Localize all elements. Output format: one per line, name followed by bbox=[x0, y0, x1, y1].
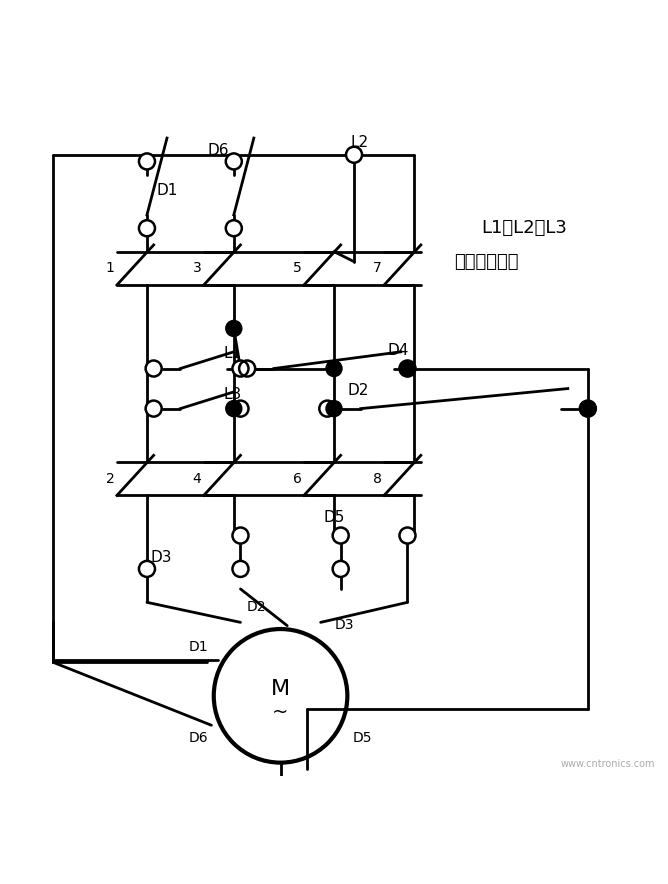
Circle shape bbox=[226, 400, 242, 416]
Circle shape bbox=[232, 361, 248, 377]
Circle shape bbox=[580, 400, 596, 416]
Text: D1: D1 bbox=[188, 640, 208, 654]
Text: 为电源进线端: 为电源进线端 bbox=[454, 253, 519, 271]
Circle shape bbox=[226, 154, 242, 170]
Text: 8: 8 bbox=[373, 472, 382, 485]
Text: D3: D3 bbox=[150, 550, 172, 565]
Circle shape bbox=[232, 400, 248, 416]
Text: 2: 2 bbox=[106, 472, 115, 485]
Circle shape bbox=[326, 400, 342, 416]
Text: D2: D2 bbox=[347, 384, 369, 398]
Text: D4: D4 bbox=[0, 883, 1, 884]
Circle shape bbox=[346, 147, 362, 163]
Circle shape bbox=[580, 400, 596, 416]
Text: 6: 6 bbox=[293, 472, 302, 485]
Circle shape bbox=[146, 400, 162, 416]
Circle shape bbox=[399, 361, 415, 377]
Text: 5: 5 bbox=[293, 262, 302, 275]
Circle shape bbox=[139, 154, 155, 170]
Text: L3: L3 bbox=[224, 386, 242, 401]
Text: D5: D5 bbox=[353, 730, 372, 744]
Circle shape bbox=[326, 361, 342, 377]
Text: ~: ~ bbox=[273, 703, 289, 722]
Circle shape bbox=[333, 528, 349, 544]
Text: D4: D4 bbox=[387, 343, 409, 358]
Text: D6: D6 bbox=[188, 730, 208, 744]
Text: L1: L1 bbox=[224, 347, 242, 362]
Circle shape bbox=[146, 361, 162, 377]
Text: 7: 7 bbox=[373, 262, 382, 275]
Circle shape bbox=[139, 561, 155, 577]
Text: D6: D6 bbox=[207, 142, 228, 157]
Text: D1: D1 bbox=[157, 183, 178, 198]
Text: www.cntronics.com: www.cntronics.com bbox=[560, 759, 655, 769]
Circle shape bbox=[232, 528, 248, 544]
Text: D2: D2 bbox=[246, 599, 266, 613]
Circle shape bbox=[239, 361, 255, 377]
Text: 3: 3 bbox=[192, 262, 202, 275]
Circle shape bbox=[399, 361, 415, 377]
Circle shape bbox=[319, 400, 335, 416]
Text: L1、L2、L3: L1、L2、L3 bbox=[481, 219, 567, 237]
Text: M: M bbox=[271, 679, 290, 699]
Circle shape bbox=[226, 320, 242, 337]
Text: 4: 4 bbox=[192, 472, 202, 485]
Text: D3: D3 bbox=[334, 618, 354, 632]
Text: L2: L2 bbox=[351, 134, 369, 149]
Circle shape bbox=[399, 528, 415, 544]
Circle shape bbox=[139, 220, 155, 236]
Text: 1: 1 bbox=[106, 262, 115, 275]
Circle shape bbox=[232, 561, 248, 577]
Text: D5: D5 bbox=[324, 510, 345, 525]
Circle shape bbox=[226, 220, 242, 236]
Circle shape bbox=[333, 561, 349, 577]
